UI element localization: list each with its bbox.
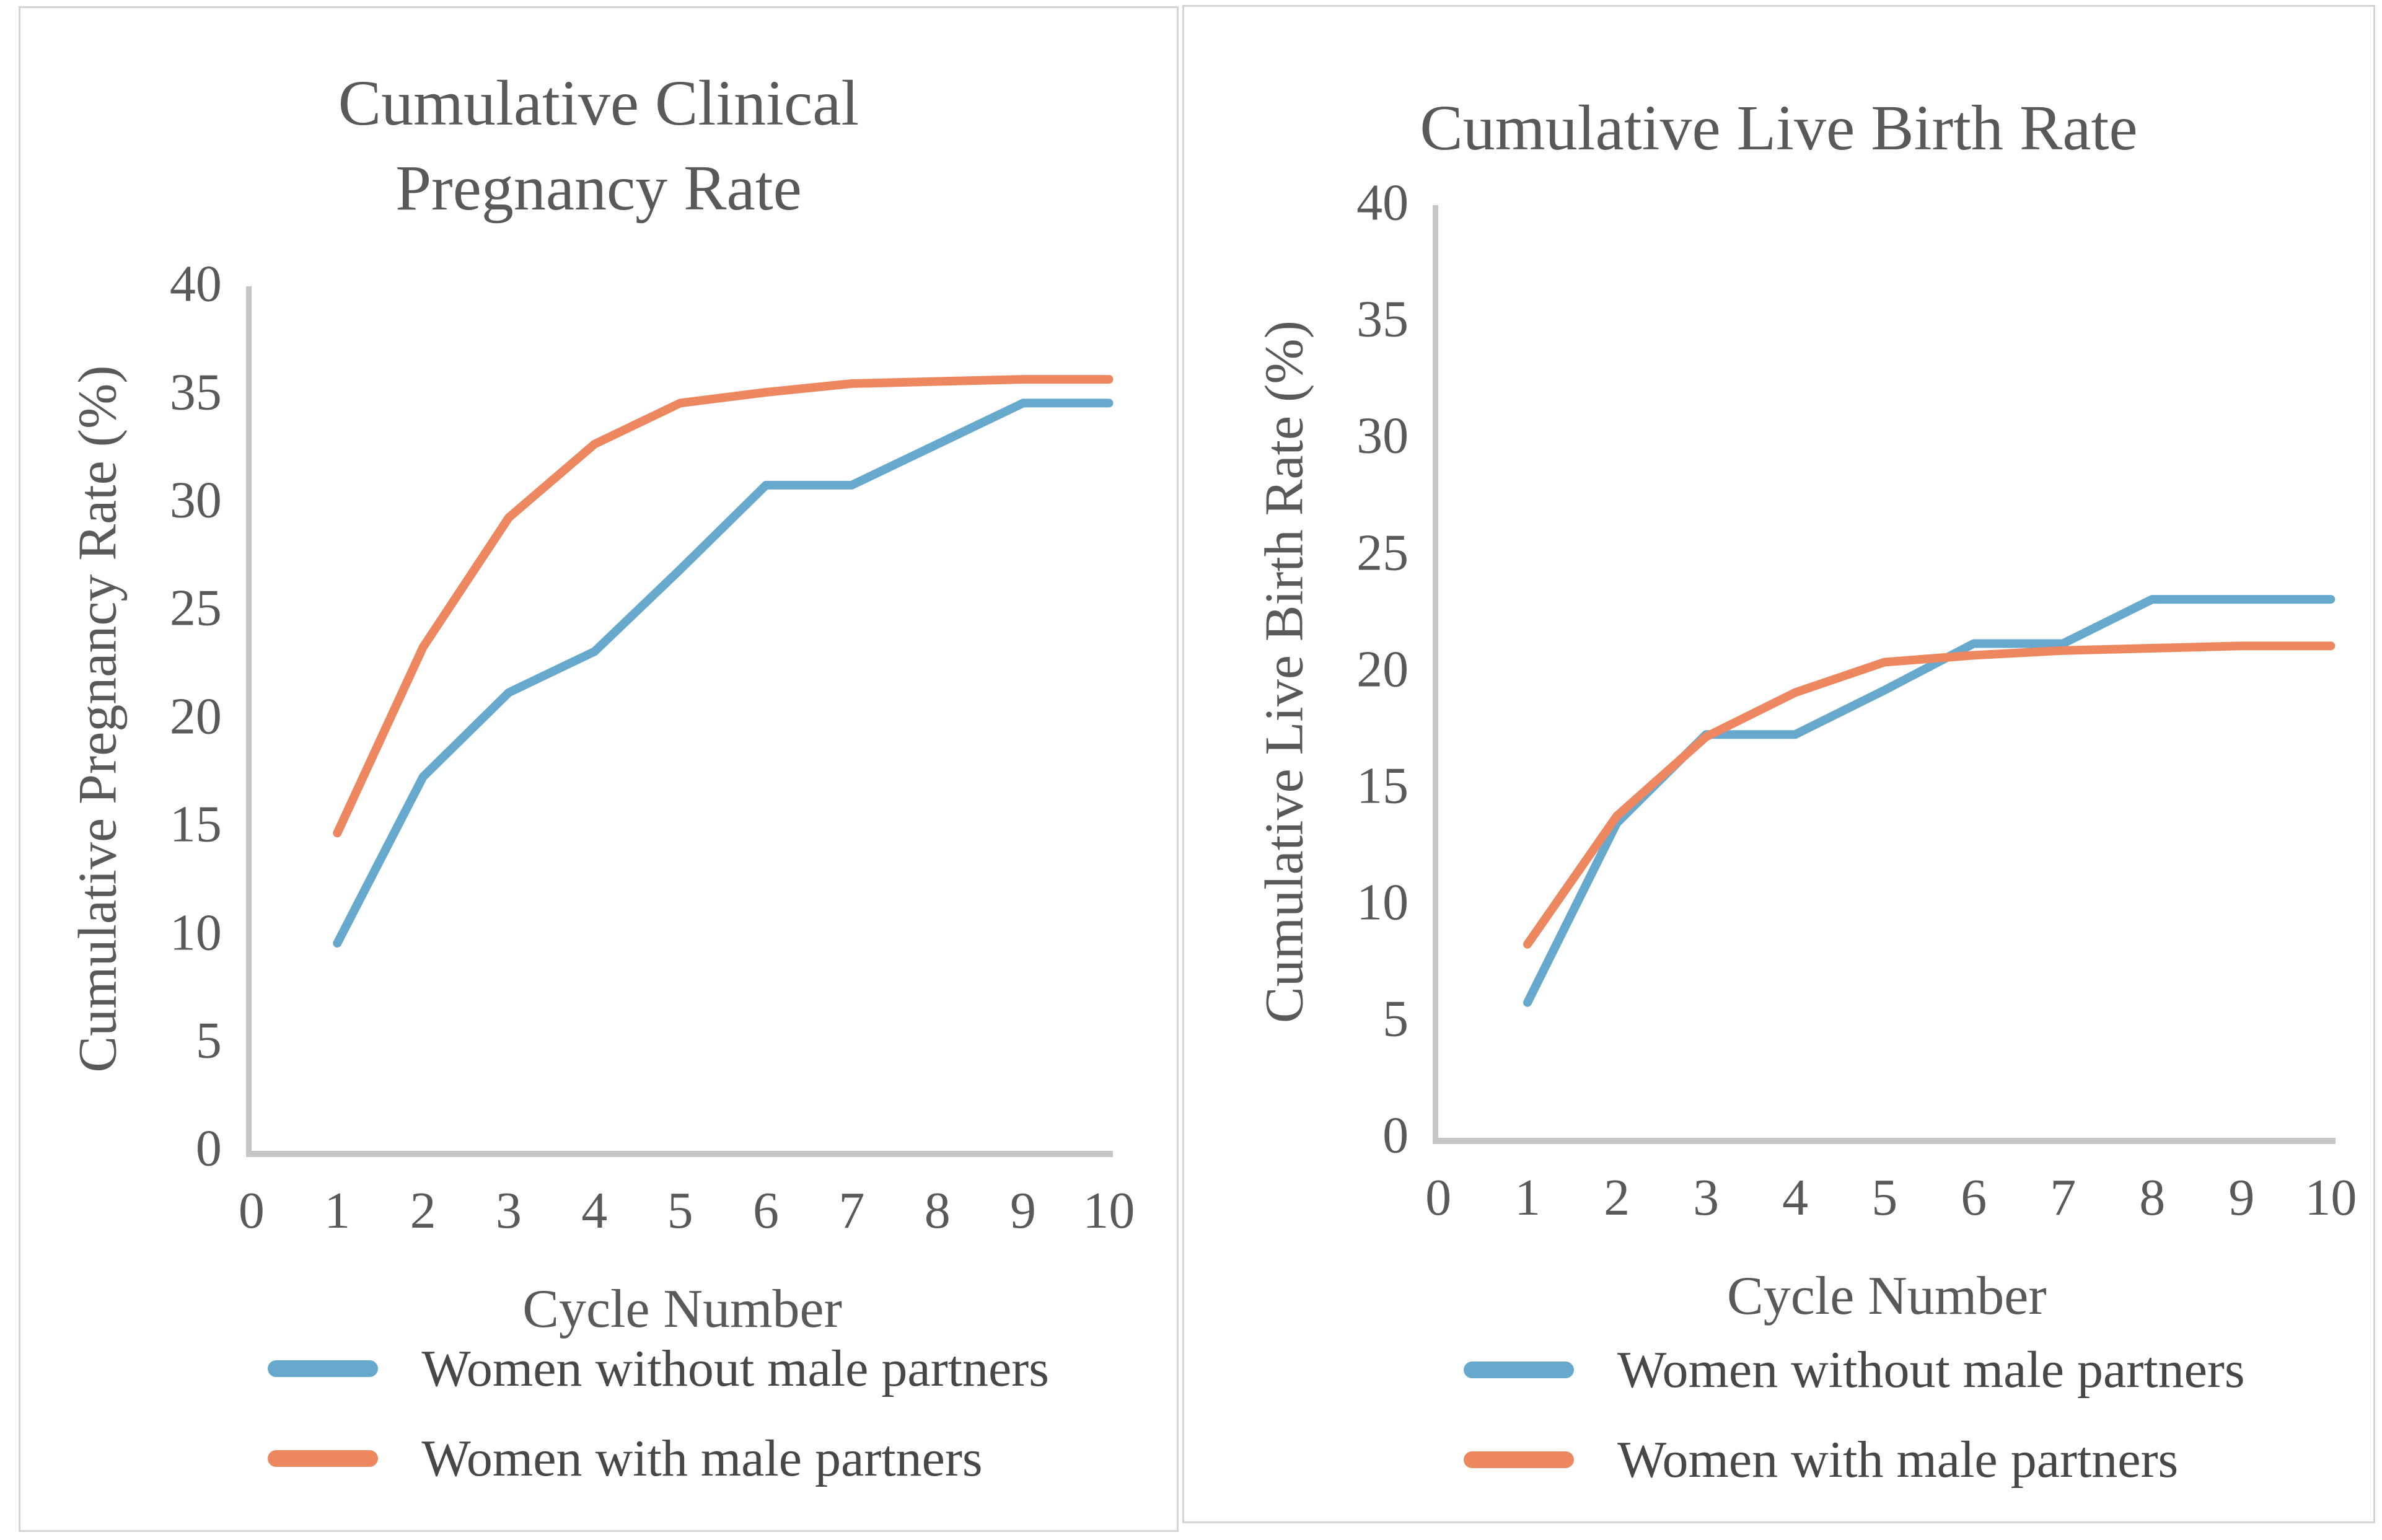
- chart-panel-cumulative-live-birth-rate: Cumulative Live Birth Rate Cumulative Li…: [1182, 5, 2375, 1523]
- y-axis-tick-label: 30: [1356, 407, 1409, 465]
- legend: Women without male partners Women with ma…: [268, 1339, 1049, 1489]
- x-axis-tick-label: 3: [495, 1182, 522, 1240]
- x-axis-tick-label: 4: [581, 1182, 608, 1240]
- chart-panel-cumulative-clinical-pregnancy-rate: Cumulative Clinical Pregnancy Rate Cumula…: [19, 6, 1179, 1532]
- x-axis-title: Cycle Number: [522, 1279, 842, 1340]
- x-axis-tick-label: 2: [1604, 1169, 1630, 1227]
- legend-label: Women with male partners: [1617, 1430, 2179, 1489]
- legend-item: Women without male partners: [1463, 1340, 2245, 1400]
- y-axis-tick-label: 35: [1356, 290, 1409, 348]
- legend-line-swatch: [268, 1360, 379, 1377]
- x-axis-tick-label: 4: [1782, 1169, 1809, 1227]
- legend-item: Women with male partners: [1463, 1430, 2245, 1490]
- chart-title: Cumulative Live Birth Rate: [1184, 86, 2373, 170]
- series-line-women-without-male-partners: [333, 398, 1114, 948]
- y-axis-tick-label: 35: [169, 363, 222, 421]
- x-axis-tick-label: 8: [924, 1182, 951, 1240]
- x-axis-tick-label: 7: [838, 1182, 865, 1240]
- legend: Women without male partners Women with ma…: [1463, 1340, 2245, 1490]
- y-axis-tick-label: 40: [169, 255, 222, 314]
- x-axis-tick-label: 9: [2228, 1169, 2255, 1227]
- y-axis-tick-label: 25: [1356, 524, 1409, 582]
- y-axis-tick-label: 0: [195, 1119, 222, 1177]
- x-axis-tick-label: 5: [1871, 1169, 1898, 1227]
- y-axis-title: Cumulative Pregnancy Rate (%): [68, 365, 128, 1073]
- chart-title-line: Cumulative Clinical: [338, 68, 859, 139]
- y-axis-tick-label: 5: [195, 1011, 222, 1070]
- y-axis-tick-label: 5: [1382, 990, 1409, 1048]
- legend-line-swatch: [1463, 1451, 1574, 1468]
- legend-label: Women with male partners: [421, 1429, 983, 1487]
- y-axis-title: Cumulative Live Birth Rate (%): [1254, 320, 1315, 1023]
- x-axis-tick-label: 3: [1693, 1169, 1720, 1227]
- x-axis-tick-label: 7: [2050, 1169, 2077, 1227]
- y-axis-tick-label: 20: [169, 687, 222, 746]
- series-line-women-with-male-partners: [333, 375, 1114, 838]
- plot-area: Cumulative Live Birth Rate (%) Cycle Num…: [1255, 174, 2357, 1327]
- chart-title-line: Cumulative Live Birth Rate: [1420, 92, 2138, 164]
- x-axis-tick-label: 10: [1083, 1182, 1135, 1240]
- x-axis-tick-label: 6: [752, 1182, 779, 1240]
- legend-item: Women without male partners: [268, 1339, 1049, 1399]
- y-axis-tick-label: 10: [1356, 873, 1409, 931]
- y-axis-tick-label: 20: [1356, 640, 1409, 698]
- plot-area: Cumulative Pregnancy Rate (%) Cycle Numb…: [68, 255, 1135, 1339]
- x-axis-tick-label: 1: [324, 1182, 351, 1240]
- legend-label: Women without male partners: [1617, 1340, 2245, 1399]
- series-line-women-with-male-partners: [1523, 641, 2336, 949]
- y-axis-tick-label: 15: [169, 795, 222, 853]
- x-axis-tick-label: 5: [667, 1182, 693, 1240]
- chart-title: Cumulative Clinical Pregnancy Rate: [20, 61, 1177, 231]
- y-axis-tick-label: 40: [1356, 174, 1409, 232]
- y-axis-tick-label: 15: [1356, 757, 1409, 815]
- legend-label: Women without male partners: [421, 1339, 1049, 1397]
- y-axis-tick-label: 30: [169, 471, 222, 529]
- line-series-canvas: [333, 375, 1114, 948]
- legend-line-swatch: [268, 1450, 379, 1467]
- x-axis-tick-label: 1: [1514, 1169, 1541, 1227]
- legend-item: Women with male partners: [268, 1428, 1049, 1489]
- legend-line-swatch: [1463, 1361, 1574, 1378]
- y-axis-tick-label: 0: [1382, 1107, 1409, 1165]
- x-axis-tick-label: 8: [2139, 1169, 2166, 1227]
- x-axis-tick-label: 0: [238, 1182, 265, 1240]
- chart-title-line: Pregnancy Rate: [395, 152, 802, 224]
- y-axis-tick-label: 10: [169, 904, 222, 962]
- line-series-canvas: [1523, 595, 2336, 1007]
- x-axis-tick-label: 0: [1425, 1169, 1452, 1227]
- x-axis-tick-label: 10: [2305, 1169, 2357, 1227]
- x-axis-tick-label: 9: [1010, 1182, 1037, 1240]
- x-axis-tick-label: 2: [410, 1182, 436, 1240]
- y-axis-tick-label: 25: [169, 579, 222, 638]
- x-axis-tick-label: 6: [1961, 1169, 1987, 1227]
- x-axis-title: Cycle Number: [1727, 1266, 2047, 1327]
